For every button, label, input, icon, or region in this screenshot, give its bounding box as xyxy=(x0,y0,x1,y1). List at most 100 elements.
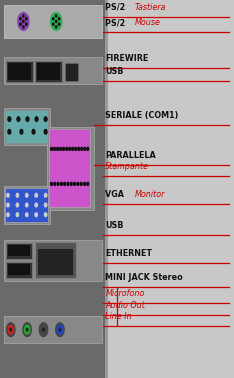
Circle shape xyxy=(23,15,24,17)
Bar xyxy=(6,243,32,259)
Circle shape xyxy=(87,183,89,186)
Text: FIREWIRE: FIREWIRE xyxy=(105,54,149,64)
Text: SERIALE (COM1): SERIALE (COM1) xyxy=(105,111,179,120)
Text: PARALLELA: PARALLELA xyxy=(105,151,156,160)
Circle shape xyxy=(57,325,63,334)
Text: PS/2: PS/2 xyxy=(105,3,128,12)
Circle shape xyxy=(55,15,57,17)
Text: PS/2: PS/2 xyxy=(105,19,128,28)
Circle shape xyxy=(16,203,18,207)
Circle shape xyxy=(81,147,83,150)
Circle shape xyxy=(87,147,89,150)
Circle shape xyxy=(59,328,61,331)
Text: Audio Out: Audio Out xyxy=(105,301,145,310)
Bar xyxy=(4,5,102,38)
Circle shape xyxy=(74,183,76,186)
Bar xyxy=(37,64,60,80)
Bar xyxy=(8,64,31,80)
Circle shape xyxy=(10,328,12,331)
Circle shape xyxy=(66,147,68,150)
Bar xyxy=(8,264,30,275)
Circle shape xyxy=(51,12,62,30)
Circle shape xyxy=(67,183,69,186)
Circle shape xyxy=(80,183,82,186)
Circle shape xyxy=(8,325,14,334)
Circle shape xyxy=(72,147,73,150)
Text: Microfono: Microfono xyxy=(105,289,145,298)
Circle shape xyxy=(35,194,37,197)
Bar xyxy=(8,245,30,256)
Circle shape xyxy=(43,328,44,331)
Text: MINI JACK Stereo: MINI JACK Stereo xyxy=(105,273,183,282)
Bar xyxy=(49,129,90,207)
Circle shape xyxy=(60,183,62,186)
Circle shape xyxy=(70,183,72,186)
Circle shape xyxy=(20,18,21,20)
Circle shape xyxy=(44,213,47,217)
Circle shape xyxy=(7,323,15,336)
Bar xyxy=(6,61,33,82)
Circle shape xyxy=(39,323,48,336)
Circle shape xyxy=(8,117,11,121)
Circle shape xyxy=(53,23,54,25)
Circle shape xyxy=(24,325,30,334)
Text: Line In: Line In xyxy=(105,312,132,321)
Bar xyxy=(37,248,73,274)
Circle shape xyxy=(84,147,86,150)
Circle shape xyxy=(58,18,60,20)
Circle shape xyxy=(53,18,54,20)
Circle shape xyxy=(55,26,57,28)
Bar xyxy=(105,0,108,378)
Circle shape xyxy=(26,203,28,207)
Circle shape xyxy=(17,117,20,121)
Circle shape xyxy=(35,117,38,121)
Bar xyxy=(65,63,78,81)
Circle shape xyxy=(18,12,29,30)
Circle shape xyxy=(58,23,60,25)
Circle shape xyxy=(51,183,52,186)
Bar xyxy=(4,186,50,224)
Bar xyxy=(4,57,102,84)
Circle shape xyxy=(55,20,57,22)
Circle shape xyxy=(57,183,59,186)
Text: Monitor: Monitor xyxy=(135,191,165,199)
Circle shape xyxy=(8,130,11,134)
Circle shape xyxy=(26,117,29,121)
Circle shape xyxy=(44,194,47,197)
Circle shape xyxy=(56,323,64,336)
Text: Stampante: Stampante xyxy=(105,162,149,171)
Circle shape xyxy=(51,147,52,150)
Bar xyxy=(4,240,102,280)
Bar xyxy=(35,61,62,82)
Circle shape xyxy=(26,23,27,25)
Circle shape xyxy=(7,194,9,197)
Bar xyxy=(4,316,102,343)
Circle shape xyxy=(35,203,37,207)
Circle shape xyxy=(26,213,28,217)
Circle shape xyxy=(77,183,79,186)
Circle shape xyxy=(44,130,47,134)
Text: USB: USB xyxy=(105,67,124,76)
Bar xyxy=(47,127,94,210)
Circle shape xyxy=(26,194,28,197)
Circle shape xyxy=(78,147,80,150)
Bar xyxy=(5,187,48,222)
Circle shape xyxy=(26,18,27,20)
Circle shape xyxy=(16,9,31,34)
Circle shape xyxy=(32,130,35,134)
Text: Tastiera: Tastiera xyxy=(135,3,166,12)
Circle shape xyxy=(48,9,64,34)
Text: VGA: VGA xyxy=(105,191,130,199)
Circle shape xyxy=(64,183,66,186)
Text: ETHERNET: ETHERNET xyxy=(105,249,152,258)
Circle shape xyxy=(57,147,58,150)
Circle shape xyxy=(84,183,85,186)
Circle shape xyxy=(7,213,9,217)
Circle shape xyxy=(54,147,55,150)
Bar xyxy=(5,110,48,143)
Circle shape xyxy=(16,213,18,217)
Bar xyxy=(35,242,76,278)
Text: Mouse: Mouse xyxy=(135,19,161,28)
Circle shape xyxy=(75,147,77,150)
Circle shape xyxy=(41,325,46,334)
